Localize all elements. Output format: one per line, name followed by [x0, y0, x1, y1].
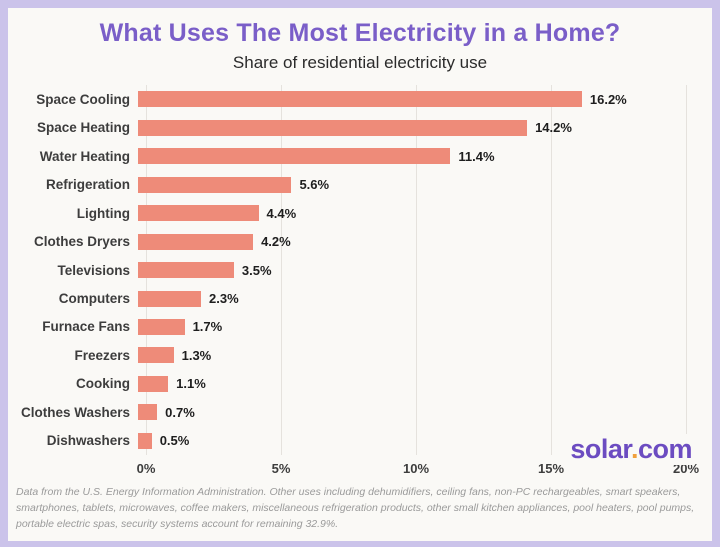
- chart-row: Televisions 3.5%: [8, 256, 712, 284]
- logo-dot: .: [630, 434, 639, 464]
- bar: [138, 148, 451, 165]
- axis-tick-label: 10%: [402, 461, 430, 476]
- value-label: 1.1%: [176, 376, 206, 392]
- bar-track: 2.3%: [138, 284, 686, 312]
- bar-track: 3.5%: [138, 256, 686, 284]
- bar-track: 0.7%: [138, 398, 686, 426]
- category-label: Clothes Dryers: [33, 234, 130, 250]
- chart-row: Computers 2.3%: [8, 284, 712, 312]
- bar: [138, 318, 185, 335]
- chart-row: Space Heating 14.2%: [8, 113, 712, 141]
- value-label: 5.6%: [299, 177, 330, 193]
- chart-row: Clothes Washers 0.7%: [8, 398, 712, 426]
- bar: [138, 404, 158, 421]
- bar-track: 5.6%: [138, 170, 686, 198]
- bar: [138, 375, 169, 392]
- category-label: Televisions: [57, 262, 130, 278]
- bar: [138, 347, 174, 364]
- grid-line: [281, 85, 282, 455]
- bar-track: 1.3%: [138, 341, 686, 369]
- axis-tick-label: 0%: [136, 461, 156, 476]
- bar-track: 14.2%: [138, 113, 686, 141]
- source-note: Data from the U.S. Energy Information Ad…: [8, 485, 712, 532]
- bar-track: 1.1%: [138, 370, 686, 398]
- bar: [138, 262, 234, 279]
- value-label: 14.2%: [535, 120, 572, 136]
- chart-canvas: What Uses The Most Electricity in a Home…: [8, 8, 712, 541]
- bar-track: 0.5%: [138, 427, 686, 455]
- category-label: Water Heating: [39, 148, 130, 164]
- bar: [138, 91, 582, 108]
- chart-row: Freezers 1.3%: [8, 341, 712, 369]
- value-label: 0.7%: [165, 404, 195, 420]
- source-note-line: portable electric spas, security systems…: [16, 517, 339, 530]
- logo-text-solar: solar: [570, 434, 631, 464]
- logo-text-com: com: [637, 434, 693, 464]
- bar-track: 4.2%: [138, 227, 686, 255]
- category-label: Freezers: [74, 347, 130, 363]
- value-label: 1.7%: [192, 319, 223, 335]
- chart-rows: Space Cooling 16.2% Space Heating 14.2% …: [8, 85, 712, 455]
- bar-track: 1.7%: [138, 313, 686, 341]
- chart-row: Lighting 4.4%: [8, 199, 712, 227]
- bar: [138, 205, 259, 222]
- page-title: What Uses The Most Electricity in a Home…: [99, 19, 621, 47]
- bar-chart: Space Cooling 16.2% Space Heating 14.2% …: [8, 85, 712, 455]
- category-label: Dishwashers: [46, 433, 130, 449]
- bar: [138, 233, 254, 250]
- axis-tick-label: 5%: [271, 461, 291, 476]
- value-label: 16.2%: [589, 91, 627, 107]
- value-label: 0.5%: [159, 433, 190, 449]
- chart-row: Clothes Dryers 4.2%: [8, 227, 712, 255]
- chart-row: Refrigeration 5.6%: [8, 170, 712, 198]
- chart-row: Water Heating 11.4%: [8, 142, 712, 170]
- bar-track: 16.2%: [138, 85, 686, 113]
- category-label: Space Heating: [36, 120, 130, 136]
- chart-row: Furnace Fans 1.7%: [8, 313, 712, 341]
- category-label: Clothes Washers: [20, 404, 130, 420]
- value-label: 4.4%: [266, 205, 297, 221]
- bar: [138, 176, 292, 193]
- grid-line: [551, 85, 552, 455]
- chart-row: Space Cooling 16.2%: [8, 85, 712, 113]
- category-label: Computers: [58, 291, 130, 307]
- grid-line: [686, 85, 687, 455]
- grid-line: [416, 85, 417, 455]
- category-label: Furnace Fans: [42, 319, 130, 335]
- category-label: Lighting: [76, 205, 130, 221]
- source-note-line: smartphones, tablets, microwaves, coffee…: [16, 501, 695, 514]
- value-label: 3.5%: [241, 262, 272, 278]
- chart-row: Dishwashers 0.5%: [8, 427, 712, 455]
- category-label: Cooking: [76, 376, 130, 392]
- category-label: Space Cooling: [36, 91, 130, 107]
- solar-com-logo: solar.com: [560, 434, 693, 465]
- bar: [138, 432, 152, 449]
- source-note-line: Data from the U.S. Energy Information Ad…: [16, 486, 681, 498]
- bar: [138, 290, 202, 307]
- bar-track: 11.4%: [138, 142, 686, 170]
- bar: [138, 119, 528, 136]
- value-label: 1.3%: [181, 347, 212, 363]
- bar-track: 4.4%: [138, 199, 686, 227]
- value-label: 4.2%: [261, 234, 291, 250]
- value-label: 2.3%: [209, 291, 239, 307]
- chart-row: Cooking 1.1%: [8, 370, 712, 398]
- category-label: Refrigeration: [45, 177, 130, 193]
- axis-tick-label: 15%: [537, 461, 565, 476]
- value-label: 11.4%: [458, 148, 495, 164]
- page-subtitle: Share of residential electricity use: [232, 53, 488, 72]
